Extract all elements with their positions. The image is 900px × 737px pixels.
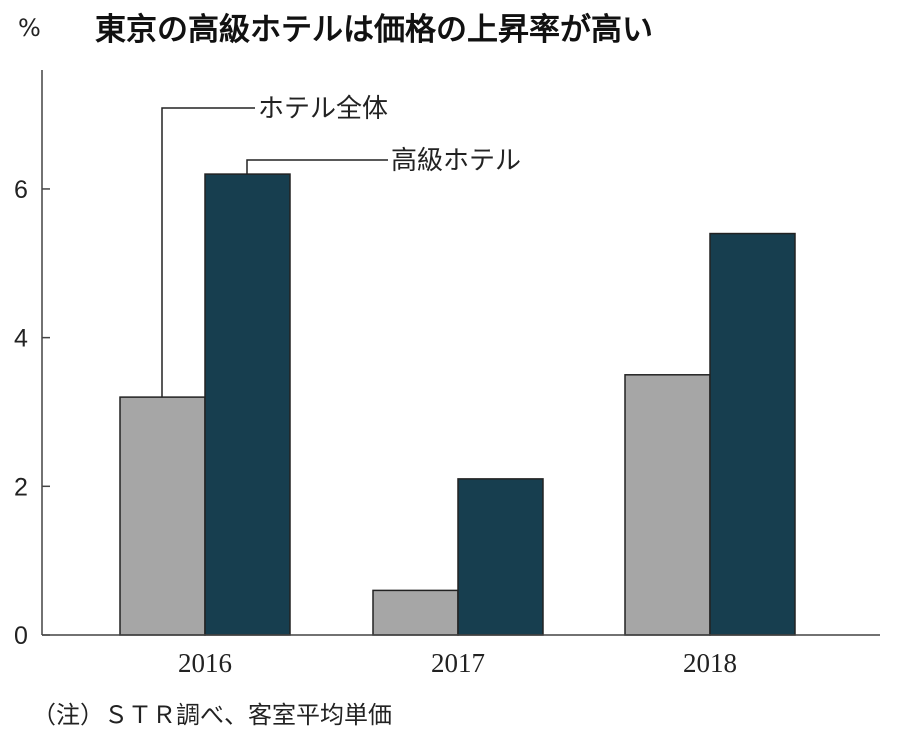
x-category-label: 2017 xyxy=(431,648,485,678)
bar-luxury-hotels-2018 xyxy=(709,232,796,636)
y-tick-label: 6 xyxy=(14,176,28,204)
bars-layer xyxy=(119,173,796,636)
y-tick-label: 0 xyxy=(14,622,28,650)
legend-leader-all-hotels xyxy=(161,107,255,398)
source-note: （注）ＳＴＲ調べ、客室平均単価 xyxy=(32,701,392,729)
bar-all-hotels-2016 xyxy=(119,396,206,636)
axes-layer: 0 2 4 6 2016 2017 2018 xyxy=(14,70,880,678)
bar-luxury-hotels-2016 xyxy=(204,173,291,636)
bar-all-hotels-2018 xyxy=(624,374,711,636)
x-category-label: 2018 xyxy=(683,648,737,678)
y-tick-label: 2 xyxy=(14,473,28,501)
bar-luxury-hotels-2017 xyxy=(457,478,544,636)
y-unit-label: % xyxy=(18,14,41,42)
legend-label-all-hotels: ホテル全体 xyxy=(258,94,388,124)
bar-all-hotels-2017 xyxy=(372,589,459,636)
legend-leader-luxury-hotels xyxy=(246,159,388,175)
legend-label-luxury-hotels: 高級ホテル xyxy=(391,146,521,176)
chart-title: 東京の高級ホテルは価格の上昇率が高い xyxy=(95,12,653,48)
y-tick-label: 4 xyxy=(14,325,28,353)
x-category-label: 2016 xyxy=(178,648,232,678)
